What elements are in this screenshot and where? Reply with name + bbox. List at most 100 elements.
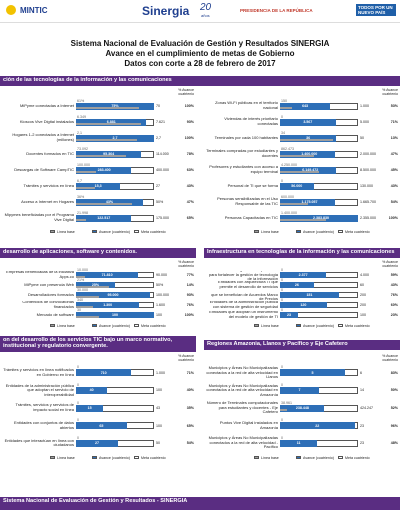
row-label: Terminales por cada 100 habitantes bbox=[214, 134, 278, 140]
base-label: 10.000 bbox=[77, 268, 88, 272]
base-label: 0 bbox=[281, 288, 283, 292]
logo-icon bbox=[6, 5, 16, 15]
row-label: Entidades de la administración pública q… bbox=[5, 382, 74, 397]
base-label: 0 bbox=[281, 418, 283, 423]
meta-label: 60 bbox=[360, 283, 364, 287]
meta-label: 2.000.000 bbox=[360, 152, 376, 156]
advance-bar bbox=[280, 118, 336, 126]
advance-bar bbox=[280, 422, 355, 430]
row-label: Municipios y Áreas No Municipalizadas co… bbox=[206, 364, 278, 380]
row-label: Servidores del gobierno capacitados para… bbox=[208, 271, 278, 280]
legend-label: Meta cuatrienio bbox=[141, 323, 166, 328]
base-label: 0 bbox=[281, 114, 283, 119]
base-label: 0 bbox=[281, 278, 283, 282]
meta-label: 6 bbox=[360, 370, 362, 375]
advance-bar bbox=[76, 302, 140, 308]
advance-bar bbox=[76, 150, 142, 158]
legend-swatch bbox=[50, 456, 55, 459]
advance-label: 40 bbox=[89, 388, 94, 393]
base-label: 1.400.000 bbox=[281, 210, 297, 215]
meta-label: 27 bbox=[156, 184, 160, 188]
anniversary: 20 bbox=[200, 2, 212, 13]
advance-bar bbox=[280, 272, 327, 278]
legend-swatch bbox=[296, 324, 301, 327]
advance-bar bbox=[76, 272, 139, 278]
advance-bar bbox=[280, 282, 314, 288]
advance-bar bbox=[280, 198, 336, 206]
years: años bbox=[201, 13, 210, 18]
base-label: 0 bbox=[281, 178, 283, 183]
advance-bar bbox=[76, 422, 127, 430]
legend-label: Avance (cuatrienio) bbox=[303, 229, 334, 234]
row-label: Municipios y Áreas No Municipalizadas co… bbox=[206, 382, 278, 397]
meta-label: 50% bbox=[156, 200, 164, 204]
row-label: Número de Terminales computacionales par… bbox=[206, 400, 278, 415]
advance-label: 22 bbox=[315, 423, 320, 428]
row-label: Trámites y servicios en línea notificado… bbox=[3, 367, 74, 377]
legend-swatch bbox=[50, 230, 55, 233]
base-label: 0 bbox=[281, 365, 283, 370]
row-label: Personal de TI que se forma bbox=[227, 182, 278, 188]
percent-label: 43% bbox=[390, 283, 398, 287]
row-label: Profesores y estudiantes con acceso a eq… bbox=[209, 164, 278, 174]
legend-swatch bbox=[92, 456, 97, 459]
meta-label: 175.000 bbox=[156, 216, 169, 220]
percent-label: 71% bbox=[186, 370, 194, 375]
base-label: 36% bbox=[77, 194, 85, 199]
legend-swatch bbox=[92, 230, 97, 233]
advance-label: 3.567 bbox=[303, 120, 313, 124]
percent-label: 52% bbox=[390, 406, 398, 410]
legend-label: Meta cuatrienio bbox=[345, 323, 370, 328]
base-bar bbox=[280, 409, 288, 412]
section-title: ción de las tecnologías de la informació… bbox=[0, 76, 400, 86]
advance-label: 120 bbox=[300, 303, 307, 307]
legend-label: Línea base bbox=[57, 323, 75, 328]
meta-label: 130.000 bbox=[360, 184, 373, 188]
advance-label: 238.448 bbox=[295, 406, 309, 410]
base-label: 21.998 bbox=[77, 210, 88, 215]
legend-swatch bbox=[134, 324, 139, 327]
advance-label: 95.364 bbox=[103, 152, 115, 156]
legend-swatch bbox=[254, 230, 259, 233]
title-line: Sistema Nacional de Evaluación de Gestió… bbox=[70, 39, 330, 48]
advance-bar bbox=[280, 302, 327, 308]
row-label: Viviendas de interés prioritario conecta… bbox=[224, 116, 278, 126]
row-label: Docentes formados en TIC bbox=[26, 150, 74, 156]
advance-label: 36 bbox=[306, 136, 311, 140]
percent-label: 100% bbox=[388, 216, 398, 220]
advance-bar bbox=[76, 166, 132, 174]
base-label: 0 bbox=[281, 298, 283, 302]
row-label: Personas sensibilizadas en el Uso Respon… bbox=[217, 196, 278, 206]
advance-label: 56.000 bbox=[291, 184, 303, 188]
base-bar bbox=[280, 107, 292, 110]
percent-label: 23% bbox=[390, 313, 398, 317]
meta-label: 1.000 bbox=[360, 104, 369, 108]
percent-label: 93% bbox=[186, 293, 194, 297]
legend-label: Línea base bbox=[57, 455, 75, 460]
percent-label: 63% bbox=[186, 168, 194, 172]
advance-label: 2.383.830 bbox=[313, 216, 329, 220]
advance-label: 15 bbox=[87, 406, 92, 410]
base-label: 0 bbox=[281, 382, 283, 387]
advance-label: 710 bbox=[100, 370, 107, 375]
base-bar bbox=[76, 123, 141, 126]
meta-label: 43 bbox=[156, 406, 160, 410]
advance-bar bbox=[76, 134, 154, 142]
advance-label: 65 bbox=[99, 423, 104, 428]
advance-bar bbox=[76, 214, 131, 222]
legend-label: Meta cuatrienio bbox=[141, 455, 166, 460]
base-bar bbox=[280, 219, 326, 222]
base-bar bbox=[76, 171, 96, 174]
percent-label: 100% bbox=[184, 136, 194, 140]
slogan: TODOS POR UN NUEVO PAÍS bbox=[356, 4, 396, 16]
percent-label: 45% bbox=[390, 168, 398, 172]
legend-label: Línea base bbox=[261, 229, 279, 234]
legend-label: Línea base bbox=[261, 323, 279, 328]
base-label: 30 bbox=[77, 308, 81, 312]
advance-bar bbox=[280, 292, 339, 298]
percent-label: 53% bbox=[390, 104, 398, 108]
legend-swatch bbox=[50, 324, 55, 327]
meta-label: 1.665.700 bbox=[360, 200, 376, 204]
advance-label: 2,7 bbox=[112, 136, 118, 140]
base-label: 0 bbox=[77, 435, 79, 440]
